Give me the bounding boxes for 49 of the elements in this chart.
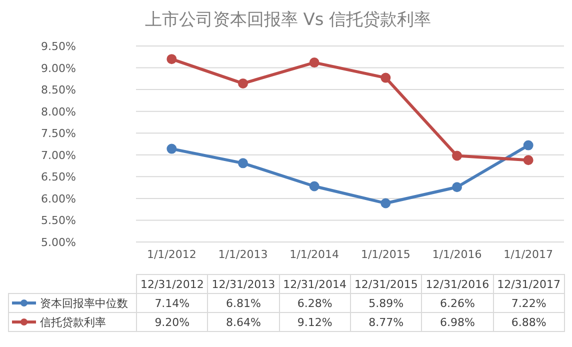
text: 12/31/2012 xyxy=(136,274,208,294)
x-tick-label: 1/1/2016 xyxy=(432,248,482,261)
y-tick-label: 8.50% xyxy=(41,84,76,97)
point xyxy=(523,140,534,150)
x-tick-label: 1/1/2017 xyxy=(504,248,554,261)
y-tick-label: 9.50% xyxy=(41,40,76,53)
point xyxy=(380,72,391,83)
point xyxy=(452,150,462,161)
chart-title: 上市公司资本回报率 Vs 信托贷款利率 xyxy=(144,9,432,31)
point xyxy=(238,158,248,168)
text: 12/31/2015 xyxy=(350,274,422,294)
data-label: 6.88% xyxy=(493,312,564,332)
text: 12/31/2014 xyxy=(279,274,350,294)
data-label: 6.98% xyxy=(422,312,494,332)
point xyxy=(309,181,320,192)
data-label: 6.28% xyxy=(279,294,350,312)
y-tick-label: 6.50% xyxy=(41,170,76,184)
point xyxy=(523,155,534,166)
y-tick-label: 5.00% xyxy=(41,236,76,249)
x-tick-label: 1/1/2015 xyxy=(360,248,410,261)
data-label: 6.26% xyxy=(422,294,494,312)
data-label: 7.14% xyxy=(136,294,208,312)
point xyxy=(238,78,248,88)
point xyxy=(380,198,391,208)
y-tick-label: 8.00% xyxy=(41,105,76,118)
y-tick-label: 5.50% xyxy=(41,214,76,228)
legend-label: 资本回报率中位数 xyxy=(8,294,136,312)
point xyxy=(166,54,177,64)
data-label: 8.64% xyxy=(208,312,280,332)
x-tick-label: 1/1/2013 xyxy=(218,248,268,261)
text: 12/31/2013 xyxy=(208,274,280,294)
y-tick-label: 6.00% xyxy=(41,192,76,206)
x-tick-label: 1/1/2012 xyxy=(146,248,196,261)
point xyxy=(309,58,320,68)
y-tick-label: 7.00% xyxy=(41,148,76,162)
data-label: 9.20% xyxy=(136,312,208,332)
legend-label: 信托贷款利率 xyxy=(8,312,136,332)
point xyxy=(452,182,462,192)
data-label: 9.12% xyxy=(279,312,350,332)
point xyxy=(166,144,177,154)
y-tick-label: 9.00% xyxy=(41,62,76,75)
y-tick-label: 7.50% xyxy=(41,127,76,140)
data-label: 5.89% xyxy=(350,294,422,312)
data-label: 7.22% xyxy=(493,294,564,312)
x-tick-label: 1/1/2014 xyxy=(290,248,340,261)
text: 12/31/2016 xyxy=(422,274,494,294)
text: 12/31/2017 xyxy=(493,274,564,294)
data-label: 6.81% xyxy=(208,294,280,312)
data-label: 8.77% xyxy=(350,312,422,332)
